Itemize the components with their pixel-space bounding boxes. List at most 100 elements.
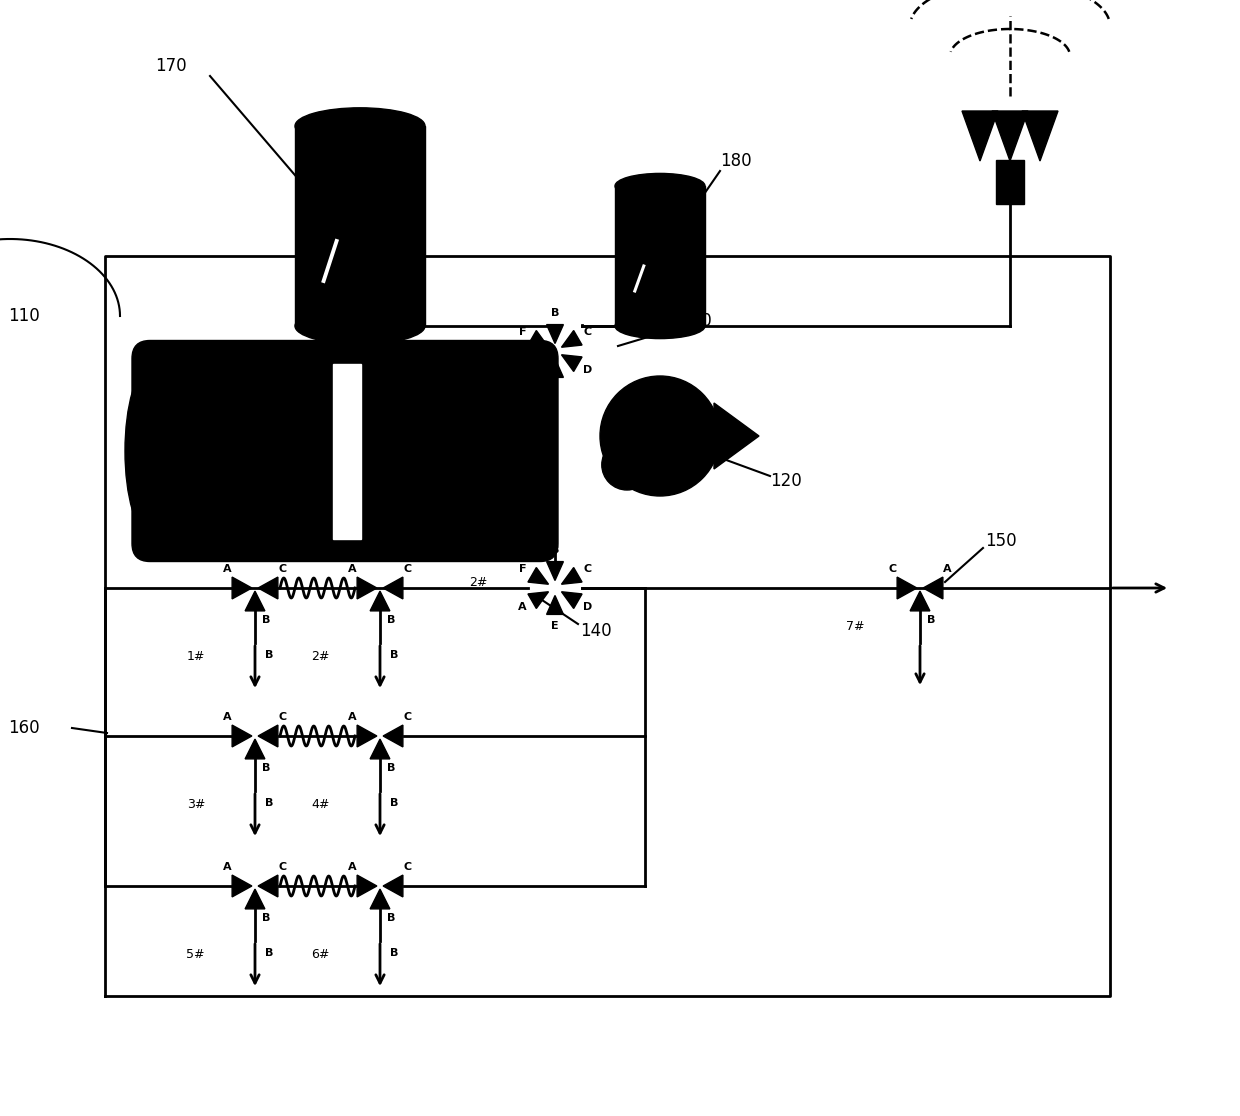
Text: A: A	[348, 564, 357, 574]
Polygon shape	[910, 591, 930, 610]
Text: A: A	[223, 712, 232, 722]
Text: 1#: 1#	[469, 339, 487, 353]
Polygon shape	[383, 725, 403, 747]
Polygon shape	[562, 355, 582, 372]
Text: 2#: 2#	[469, 577, 487, 589]
Polygon shape	[246, 591, 265, 610]
Polygon shape	[370, 889, 389, 908]
Text: 3#: 3#	[187, 798, 205, 811]
Text: F: F	[518, 564, 526, 574]
Text: 140: 140	[580, 622, 611, 639]
Polygon shape	[370, 591, 389, 610]
Text: D: D	[583, 365, 593, 375]
Text: B: B	[928, 615, 936, 625]
Text: B: B	[265, 947, 273, 958]
Text: A: A	[348, 862, 357, 872]
Circle shape	[601, 440, 652, 490]
Text: B: B	[265, 798, 273, 808]
Text: C: C	[403, 712, 412, 722]
Text: 150: 150	[985, 532, 1017, 550]
Polygon shape	[547, 561, 563, 580]
Ellipse shape	[615, 173, 706, 199]
Polygon shape	[1022, 110, 1058, 161]
Text: B: B	[391, 947, 398, 958]
Text: B: B	[387, 913, 396, 923]
Polygon shape	[383, 875, 403, 897]
Text: B: B	[387, 763, 396, 773]
Ellipse shape	[295, 308, 425, 344]
Polygon shape	[528, 568, 548, 585]
Polygon shape	[547, 596, 563, 615]
Text: 4#: 4#	[311, 798, 330, 811]
Text: 180: 180	[720, 152, 751, 170]
Text: 2#: 2#	[311, 650, 330, 663]
Polygon shape	[357, 725, 377, 747]
Ellipse shape	[125, 368, 175, 535]
Polygon shape	[232, 875, 252, 897]
Polygon shape	[562, 568, 582, 585]
Text: 110: 110	[7, 307, 40, 325]
Polygon shape	[962, 110, 998, 161]
Polygon shape	[562, 330, 582, 347]
Text: C: C	[584, 327, 591, 337]
Polygon shape	[547, 358, 563, 377]
Text: B: B	[391, 798, 398, 808]
Polygon shape	[258, 875, 278, 897]
Text: E: E	[552, 384, 559, 394]
Text: 5#: 5#	[186, 947, 205, 961]
Text: 7#: 7#	[847, 619, 866, 633]
Text: B: B	[391, 650, 398, 660]
Polygon shape	[357, 875, 377, 897]
Circle shape	[600, 376, 720, 496]
Polygon shape	[246, 739, 265, 759]
Text: A: A	[518, 602, 527, 612]
Text: C: C	[889, 564, 897, 574]
Polygon shape	[246, 889, 265, 908]
Text: 170: 170	[155, 57, 187, 75]
Text: C: C	[403, 564, 412, 574]
Polygon shape	[547, 325, 563, 344]
Text: 130: 130	[680, 312, 712, 330]
Text: C: C	[584, 564, 591, 574]
Text: C: C	[403, 862, 412, 872]
Bar	[996, 160, 1024, 204]
Polygon shape	[897, 577, 916, 599]
FancyBboxPatch shape	[131, 340, 558, 561]
Text: 1#: 1#	[187, 650, 205, 663]
Text: F: F	[518, 327, 526, 337]
Text: 6#: 6#	[311, 947, 330, 961]
Text: B: B	[265, 650, 273, 660]
Text: C: C	[278, 862, 286, 872]
Polygon shape	[370, 739, 389, 759]
Text: A: A	[223, 862, 232, 872]
Polygon shape	[992, 110, 1028, 161]
Text: B: B	[263, 763, 270, 773]
Text: A: A	[942, 564, 951, 574]
Polygon shape	[714, 403, 759, 469]
Polygon shape	[528, 355, 548, 372]
Text: E: E	[552, 620, 559, 631]
Text: B: B	[263, 615, 270, 625]
Text: C: C	[278, 712, 286, 722]
Text: A: A	[348, 712, 357, 722]
Polygon shape	[528, 330, 548, 347]
Polygon shape	[232, 577, 252, 599]
Polygon shape	[562, 591, 582, 608]
Text: B: B	[551, 308, 559, 318]
Text: A: A	[518, 365, 527, 375]
Polygon shape	[258, 577, 278, 599]
Text: D: D	[583, 602, 593, 612]
Text: 160: 160	[7, 719, 40, 737]
Text: B: B	[387, 615, 396, 625]
Text: B: B	[263, 913, 270, 923]
Ellipse shape	[295, 108, 425, 144]
Polygon shape	[383, 577, 403, 599]
Bar	[334, 364, 361, 539]
Polygon shape	[258, 725, 278, 747]
Text: 120: 120	[770, 472, 802, 490]
Ellipse shape	[615, 314, 706, 338]
Bar	[615, 186, 706, 326]
Text: C: C	[278, 564, 286, 574]
Polygon shape	[357, 577, 377, 599]
Text: A: A	[223, 564, 232, 574]
